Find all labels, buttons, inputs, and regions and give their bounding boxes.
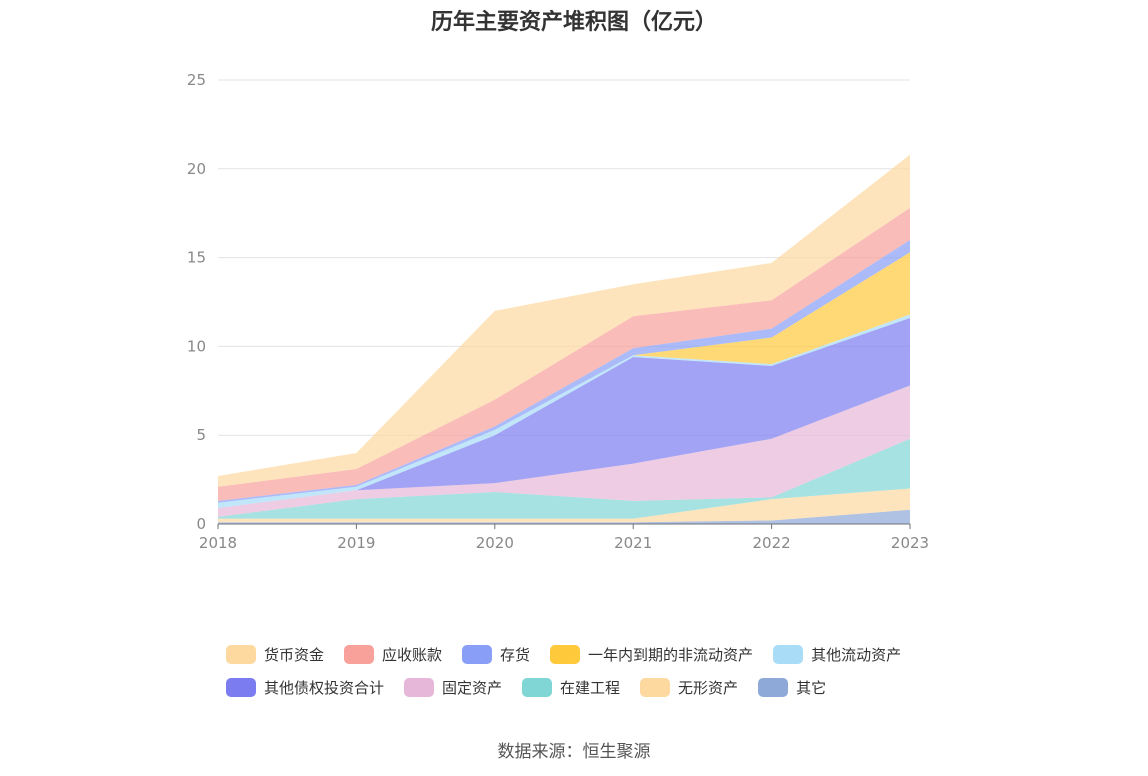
legend-row: 其他债权投资合计 固定资产 在建工程 无形资产 其它 xyxy=(226,671,986,704)
legend-swatch xyxy=(758,678,789,697)
legend-swatch xyxy=(773,645,804,664)
legend-label: 其它 xyxy=(796,679,827,697)
legend-item[interactable]: 一年内到期的非流动资产 xyxy=(550,644,753,665)
legend-label: 其他债权投资合计 xyxy=(264,679,385,697)
y-tick-label: 10 xyxy=(187,337,206,355)
legend-label: 固定资产 xyxy=(442,679,503,697)
area-无形资产 xyxy=(218,488,910,523)
legend-item[interactable]: 存货 xyxy=(462,644,530,665)
x-tick-label: 2022 xyxy=(753,534,791,552)
area-固定资产 xyxy=(218,385,910,517)
legend-item[interactable]: 其他债权投资合计 xyxy=(226,677,384,698)
legend-label: 无形资产 xyxy=(678,679,739,697)
legend-label: 在建工程 xyxy=(560,679,621,697)
legend-label: 存货 xyxy=(500,646,531,664)
y-tick-label: 5 xyxy=(196,426,206,444)
y-tick-label: 0 xyxy=(196,515,206,533)
legend-item[interactable]: 无形资产 xyxy=(640,677,738,698)
legend-row: 货币资金 应收账款 存货 一年内到期的非流动资产 其他流动资产 xyxy=(226,638,986,671)
legend-swatch xyxy=(550,645,581,664)
legend-swatch xyxy=(404,678,435,697)
legend-item[interactable]: 应收账款 xyxy=(344,644,442,665)
x-tick-label: 2021 xyxy=(614,534,652,552)
legend-item[interactable]: 在建工程 xyxy=(522,677,620,698)
legend-swatch xyxy=(344,645,375,664)
y-tick-label: 15 xyxy=(187,249,206,267)
legend-label: 货币资金 xyxy=(264,646,325,664)
legend-swatch xyxy=(226,645,256,664)
legend-item[interactable]: 固定资产 xyxy=(404,677,502,698)
chart-title: 历年主要资产堆积图（亿元） xyxy=(430,10,717,35)
x-tick-label: 2023 xyxy=(891,534,929,552)
area-其他债权投资合计 xyxy=(218,317,910,509)
y-tick-label: 25 xyxy=(187,71,206,89)
legend-item[interactable]: 其他流动资产 xyxy=(773,644,901,665)
x-tick-label: 2018 xyxy=(199,534,237,552)
chart-legend: 货币资金 应收账款 存货 一年内到期的非流动资产 其他流动资产 其他债权投资合计 固定资产… xyxy=(226,638,986,704)
source-note: 数据来源：恒生聚源 xyxy=(497,742,651,762)
legend-swatch xyxy=(640,678,671,697)
legend-item[interactable]: 其它 xyxy=(758,677,826,698)
area-在建工程 xyxy=(218,438,910,519)
legend-swatch xyxy=(522,678,553,697)
x-tick-label: 2019 xyxy=(337,534,375,552)
legend-swatch xyxy=(462,645,493,664)
legend-label: 其他流动资产 xyxy=(811,646,902,664)
legend-swatch xyxy=(226,678,256,697)
legend-label: 应收账款 xyxy=(382,646,443,664)
legend-item[interactable]: 货币资金 xyxy=(226,644,324,665)
x-tick-label: 2020 xyxy=(476,534,514,552)
area-其它 xyxy=(218,509,910,524)
legend-label: 一年内到期的非流动资产 xyxy=(588,646,754,664)
stacked-area-chart: 0 5 10 15 20 25 2018 2019 2020 2021 2022 2023 xyxy=(187,71,929,552)
area-货币资金 xyxy=(218,154,910,487)
area-其他流动资产 xyxy=(218,314,910,509)
y-tick-label: 20 xyxy=(187,160,206,178)
